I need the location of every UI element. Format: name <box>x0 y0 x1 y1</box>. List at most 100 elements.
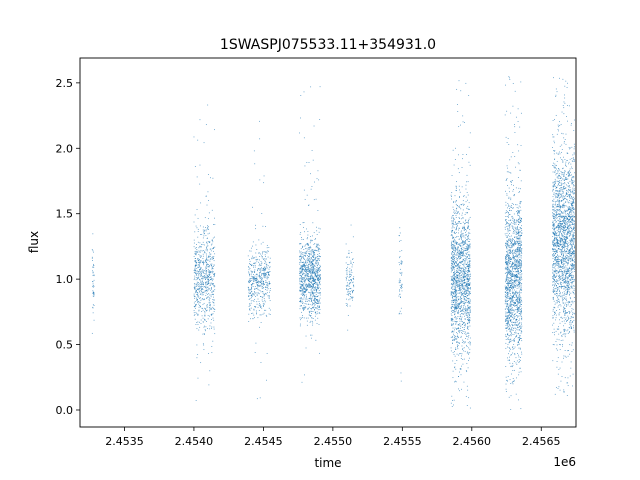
data-point <box>452 296 454 297</box>
data-point <box>506 379 508 381</box>
data-point <box>507 250 509 252</box>
data-point <box>311 299 312 301</box>
data-point <box>308 284 310 286</box>
data-point <box>464 350 466 352</box>
data-point <box>463 305 465 307</box>
data-point <box>517 341 519 343</box>
data-point <box>205 281 207 283</box>
data-point <box>513 243 514 245</box>
data-point <box>302 308 304 310</box>
data-point <box>211 288 212 290</box>
data-point <box>464 287 466 289</box>
data-point <box>453 273 455 275</box>
data-point <box>452 339 453 341</box>
data-point <box>466 316 468 318</box>
data-point <box>460 252 462 254</box>
data-point <box>518 233 520 235</box>
data-point <box>303 279 305 281</box>
data-point <box>247 255 249 257</box>
data-point <box>466 263 467 265</box>
data-point <box>466 311 468 313</box>
data-point <box>466 352 468 354</box>
data-point <box>302 294 304 296</box>
data-point <box>506 263 508 265</box>
data-point <box>453 262 455 264</box>
data-point <box>452 288 453 290</box>
data-point <box>468 306 470 308</box>
data-point <box>521 273 523 275</box>
data-point <box>511 278 513 280</box>
data-point <box>196 274 197 276</box>
data-point <box>305 274 307 276</box>
data-point <box>204 270 205 272</box>
data-point <box>509 77 510 79</box>
data-point <box>316 308 318 310</box>
data-point <box>460 269 462 271</box>
data-point <box>93 305 95 306</box>
data-point <box>205 279 207 280</box>
data-point <box>301 257 303 259</box>
data-point <box>467 266 469 268</box>
data-point <box>256 293 258 295</box>
data-point <box>460 318 462 320</box>
data-point <box>456 279 458 281</box>
data-point <box>199 259 200 260</box>
data-point <box>92 260 93 261</box>
data-point <box>253 291 255 292</box>
data-point <box>196 268 198 269</box>
data-point <box>305 261 307 263</box>
data-point <box>457 282 459 284</box>
data-point <box>268 271 270 273</box>
data-point <box>259 277 261 279</box>
data-point <box>93 295 95 297</box>
data-point <box>306 243 308 244</box>
data-point <box>465 188 467 190</box>
data-point <box>456 285 458 286</box>
data-point <box>468 313 470 315</box>
data-point <box>463 260 465 262</box>
data-point <box>464 237 466 239</box>
data-point <box>201 294 203 296</box>
data-point <box>463 273 464 275</box>
data-point <box>314 297 315 299</box>
data-point <box>306 267 308 269</box>
data-point <box>211 291 213 293</box>
data-point <box>459 287 461 289</box>
data-point <box>313 272 314 274</box>
data-point <box>512 268 514 269</box>
data-point <box>300 261 302 263</box>
data-point <box>311 317 313 319</box>
data-point <box>450 267 452 269</box>
data-point <box>267 271 268 273</box>
data-point <box>263 274 265 276</box>
data-point <box>465 201 467 203</box>
data-point <box>307 304 309 305</box>
data-point <box>468 209 470 210</box>
data-point <box>520 309 522 310</box>
data-point <box>200 273 202 275</box>
data-point <box>519 191 520 192</box>
data-point <box>459 284 460 286</box>
data-point <box>458 299 459 300</box>
data-point <box>455 228 457 230</box>
data-point <box>459 207 461 208</box>
data-point <box>512 292 513 293</box>
data-point <box>507 324 509 326</box>
data-point <box>458 324 459 326</box>
data-point <box>460 369 462 370</box>
data-point <box>255 228 257 230</box>
data-point <box>315 294 317 295</box>
data-point <box>213 284 215 286</box>
data-point <box>509 356 510 358</box>
data-point <box>304 265 306 267</box>
data-point <box>308 264 310 265</box>
data-point <box>307 271 309 273</box>
data-point <box>249 260 251 262</box>
data-point <box>264 266 266 268</box>
data-point <box>260 284 262 286</box>
data-point <box>251 313 252 314</box>
data-point <box>306 244 308 245</box>
data-point <box>468 258 470 260</box>
data-point <box>453 209 455 211</box>
data-point <box>196 328 198 330</box>
